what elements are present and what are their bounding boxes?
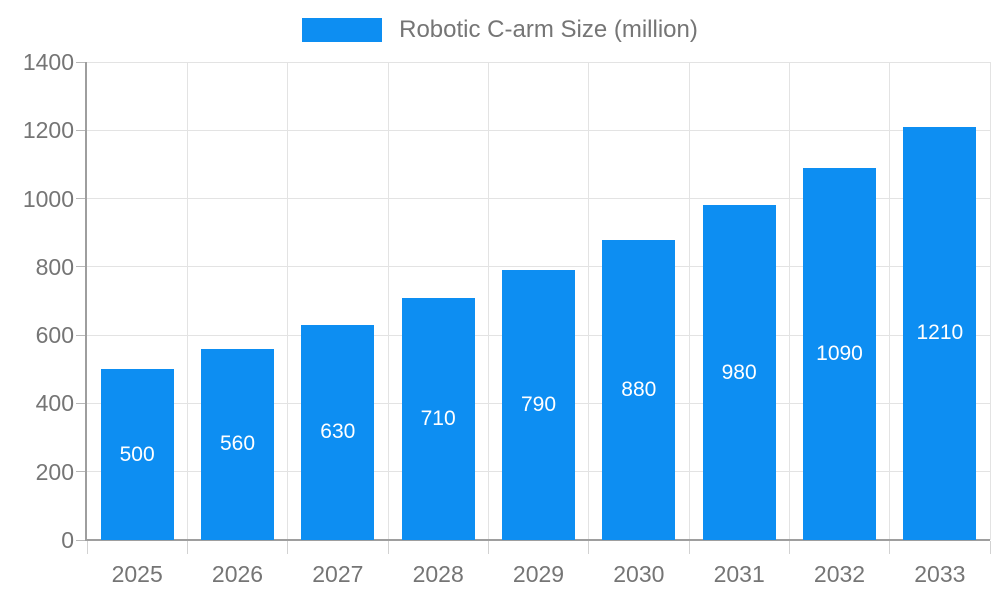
x-tick-label: 2026 (211, 561, 264, 587)
y-axis-tick (76, 334, 87, 336)
x-axis-tick (989, 541, 991, 554)
v-gridline (588, 62, 590, 540)
bar: 560 (201, 348, 274, 540)
bar: 500 (100, 369, 174, 540)
y-axis-tick (76, 266, 87, 268)
bar: 710 (401, 297, 475, 540)
v-gridline (688, 62, 690, 540)
x-axis-tick (688, 541, 690, 554)
v-gridline (387, 62, 389, 540)
legend[interactable]: Robotic C-arm Size (million) (0, 16, 1000, 44)
legend-label: Robotic C-arm Size (million) (399, 16, 698, 43)
x-axis-tick (287, 541, 289, 554)
y-tick-label: 1200 (22, 117, 74, 144)
bar-value-label: 500 (119, 442, 155, 466)
y-tick-label: 1000 (22, 185, 74, 212)
v-gridline (287, 62, 289, 540)
y-axis-line (85, 62, 87, 541)
y-axis-tick (76, 129, 87, 131)
bar: 1210 (903, 126, 977, 540)
x-axis-tick (889, 541, 891, 554)
x-tick-label: 2025 (111, 561, 163, 587)
y-axis-tick (76, 402, 87, 404)
x-tick-label: 2030 (613, 561, 665, 587)
bar: 880 (602, 239, 676, 540)
h-gridline (87, 61, 990, 63)
h-gridline (87, 198, 990, 200)
v-gridline (186, 62, 188, 540)
bar: 1090 (803, 167, 876, 540)
x-tick-label: 2029 (512, 561, 565, 587)
bar-value-label: 1090 (816, 341, 863, 365)
y-tick-label: 1400 (22, 49, 74, 75)
h-gridline (87, 266, 990, 268)
x-tick-label: 2032 (813, 561, 866, 587)
y-axis-tick (76, 471, 87, 473)
x-tick-label: 2028 (412, 561, 464, 587)
x-axis-tick (86, 541, 88, 554)
x-tick-label: 2033 (914, 561, 966, 587)
bar-value-label: 790 (520, 393, 557, 417)
legend-swatch[interactable] (302, 18, 383, 42)
y-axis-tick (76, 539, 87, 541)
x-axis-tick (487, 541, 489, 554)
bar-value-label: 880 (621, 377, 657, 401)
y-axis-tick (76, 61, 87, 63)
y-axis-tick (76, 198, 87, 200)
y-tick-label: 800 (35, 253, 74, 280)
y-tick-label: 600 (35, 322, 74, 349)
bar: 630 (301, 324, 375, 540)
x-axis-tick (387, 541, 389, 554)
bar: 790 (502, 270, 575, 540)
v-gridline (989, 62, 991, 540)
x-axis-tick (186, 541, 188, 554)
v-gridline (487, 62, 489, 540)
x-axis-tick (788, 541, 790, 554)
v-gridline (889, 62, 891, 540)
x-axis-tick (588, 541, 590, 554)
bar: 980 (702, 205, 776, 540)
y-tick-label: 400 (35, 390, 74, 417)
x-axis-line (85, 539, 990, 541)
bar-value-label: 1210 (916, 321, 964, 345)
bar-value-label: 630 (320, 420, 356, 444)
y-tick-label: 0 (61, 527, 74, 553)
bar-value-label: 710 (420, 406, 456, 430)
x-tick-label: 2027 (312, 561, 364, 587)
h-gridline (87, 129, 990, 131)
v-gridline (788, 62, 790, 540)
bar-value-label: 560 (219, 432, 256, 456)
x-tick-label: 2031 (713, 561, 765, 587)
y-tick-label: 200 (35, 458, 74, 485)
bar-value-label: 980 (721, 360, 757, 384)
